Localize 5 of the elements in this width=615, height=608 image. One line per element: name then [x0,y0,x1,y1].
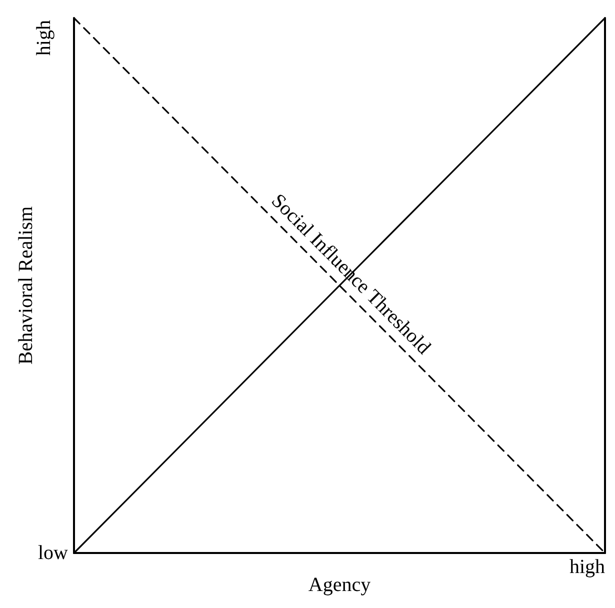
annotation: low [38,542,69,564]
y-axis-title: Behavioral Realism [15,206,37,365]
annotation: high [33,20,55,56]
text: high [569,556,605,578]
x-axis-title: Agency [308,574,371,596]
